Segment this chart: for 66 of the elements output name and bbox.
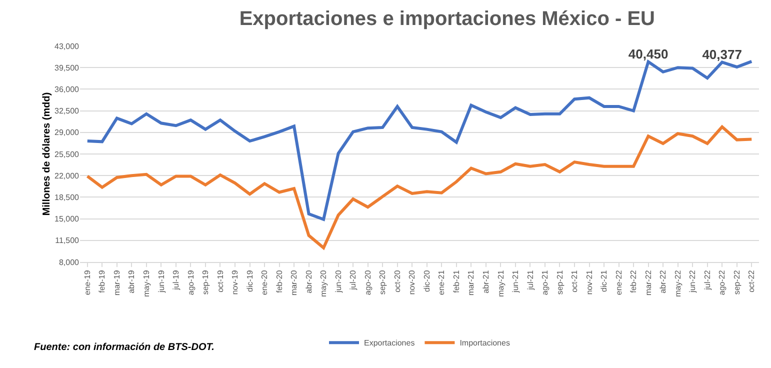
x-tick-label: jul-21 [526,270,535,291]
x-tick-label: may-19 [142,270,152,297]
y-tick-label: 36,000 [54,85,80,94]
line-series [86,125,754,250]
x-tick-label: nov-21 [584,270,594,295]
x-tick-label: oct-22 [747,270,756,292]
x-tick-label: ago-19 [186,270,196,296]
x-tick-label: ago-20 [363,270,372,296]
y-tick-label: 11,500 [55,236,80,246]
y-tick-label: 43,000 [54,42,80,51]
x-tick-label: mar-19 [112,270,122,296]
x-tick-label: sep-22 [732,270,742,295]
x-tick-label: sep-20 [378,270,388,295]
x-tick-label: may-20 [319,270,328,297]
y-tick-label: 39,500 [54,63,80,72]
x-tick-label: dic-19 [245,270,254,292]
x-tick-label: oct-21 [570,270,580,292]
x-tick-label: nov-19 [230,270,240,295]
x-tick-label: dic-20 [422,270,432,292]
line-series [86,60,754,221]
x-tick-label: oct-19 [216,270,225,292]
x-tick-label: jun-20 [334,270,343,294]
data-label: 40,450 [628,46,668,62]
legend-label: Exportaciones [364,338,415,348]
x-tick-label: sep-21 [555,270,564,295]
x-tick-label: jun-21 [511,270,520,294]
x-tick-label: jul-20 [348,270,358,291]
source-note: Fuente: con información de BTS-DOT. [34,342,214,353]
x-tick-label: abr-22 [658,270,668,294]
chart-title: Exportaciones e importaciones México - EU [239,8,656,30]
x-tick-label: feb-22 [629,270,638,293]
x-tick-label: oct-20 [392,270,402,292]
x-tick-label: abr-20 [304,270,314,294]
x-tick-label: ago-22 [718,270,727,296]
x-tick-label: jun-22 [688,270,698,294]
y-tick-label: 25,500 [54,150,80,159]
x-tick-label: feb-21 [452,270,461,293]
x-tick-label: dic-21 [600,270,609,292]
x-tick-label: mar-21 [466,270,476,296]
x-tick-label: mar-20 [290,270,299,296]
y-tick-label: 22,000 [54,171,80,180]
y-tick-label: 32,500 [54,106,80,116]
x-tick-label: abr-21 [482,270,491,294]
x-tick-label: feb-20 [274,270,284,293]
x-tick-label: ene-20 [260,270,270,296]
data-label: 40,377 [702,46,742,62]
x-tick-label: ene-19 [82,270,92,296]
x-tick-label: sep-19 [201,270,210,295]
x-tick-label: may-21 [496,270,506,297]
legend-label: Importaciones [460,338,510,348]
x-tick-label: feb-19 [98,270,107,293]
y-tick-label: 8,000 [58,258,80,267]
x-tick-label: jul-22 [702,270,712,291]
y-axis-title: Millones de dólares (mdd) [42,92,53,216]
x-tick-label: ene-22 [614,270,624,296]
y-tick-label: 29,000 [54,128,80,138]
x-tick-label: ene-21 [437,270,446,296]
y-tick-label: 15,000 [54,214,80,224]
x-tick-label: may-22 [673,270,682,297]
x-tick-label: jun-19 [156,270,166,294]
y-tick-label: 18,500 [54,193,80,202]
x-tick-label: jul-19 [172,270,181,291]
x-tick-label: abr-19 [127,270,136,294]
x-tick-label: nov-20 [408,270,417,295]
x-tick-label: ago-21 [540,270,550,296]
x-tick-label: mar-22 [644,270,653,296]
